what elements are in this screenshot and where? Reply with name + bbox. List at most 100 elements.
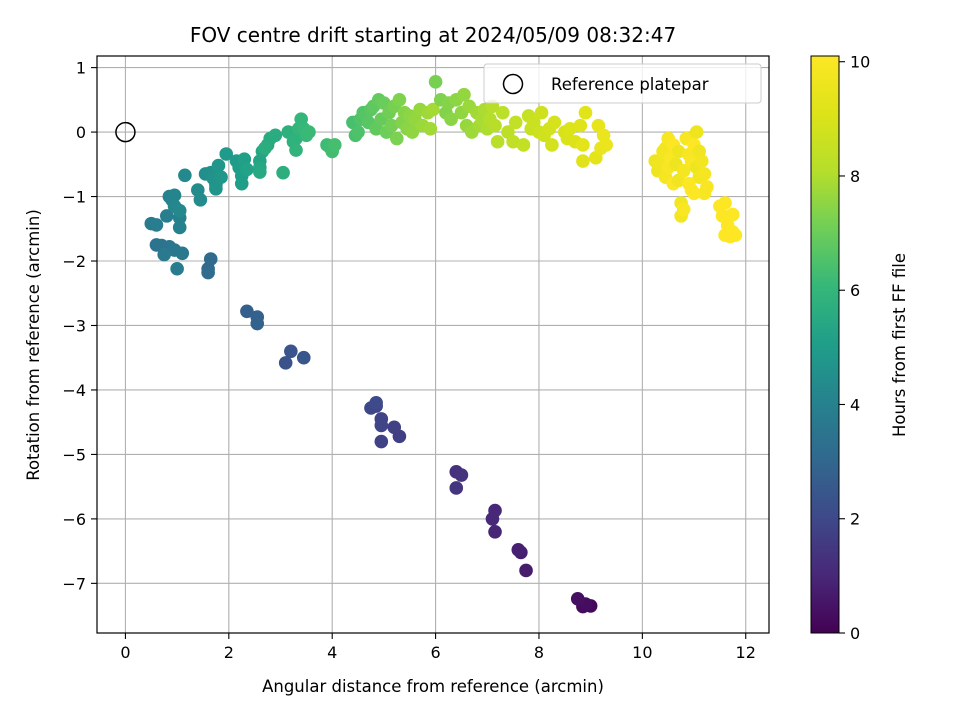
data-point xyxy=(576,154,590,168)
x-tick-label: 2 xyxy=(224,643,234,662)
data-point xyxy=(599,138,613,152)
colorbar-ticks: 0 2 4 6 8 10 xyxy=(839,53,870,643)
x-tick-label: 12 xyxy=(736,643,756,662)
data-point xyxy=(201,265,215,280)
data-point xyxy=(250,316,265,331)
data-point xyxy=(423,122,438,136)
y-tick-label: −6 xyxy=(62,510,86,529)
data-point xyxy=(728,228,743,243)
data-point xyxy=(671,144,686,159)
data-point xyxy=(209,182,223,196)
data-point xyxy=(253,165,267,179)
data-point xyxy=(700,180,714,194)
data-point xyxy=(203,252,218,266)
data-point xyxy=(157,247,171,262)
data-point xyxy=(488,524,502,539)
data-point xyxy=(390,131,404,146)
data-point xyxy=(374,434,389,449)
data-point xyxy=(284,344,298,359)
x-axis: 0 2 4 6 8 10 12 xyxy=(120,633,756,662)
y-tick-label: −4 xyxy=(62,381,86,400)
legend-entry-reference: Reference platepar xyxy=(551,75,709,94)
data-point xyxy=(534,105,549,120)
data-point xyxy=(369,396,383,410)
data-point xyxy=(327,138,342,152)
data-point xyxy=(387,420,402,435)
x-tick-label: 10 xyxy=(632,643,652,662)
data-point xyxy=(718,196,732,210)
data-point xyxy=(172,203,187,218)
data-point xyxy=(211,158,226,173)
colorbar: 0 2 4 6 8 10 Hours from first FF file xyxy=(810,53,909,643)
data-point xyxy=(159,209,174,223)
data-point xyxy=(511,543,526,557)
data-point xyxy=(405,125,420,139)
data-point xyxy=(392,93,407,107)
data-point xyxy=(258,141,272,155)
data-point xyxy=(495,105,510,120)
colorbar-tick-label: 6 xyxy=(850,281,860,300)
data-point xyxy=(289,143,303,157)
data-point xyxy=(676,163,691,178)
data-point xyxy=(506,134,520,149)
x-tick-label: 4 xyxy=(327,643,337,662)
data-point xyxy=(167,188,182,203)
legend-marker xyxy=(502,73,524,95)
data-point xyxy=(488,503,502,518)
y-tick-label: −1 xyxy=(62,188,86,207)
colorbar-gradient xyxy=(810,55,840,634)
colorbar-tick-label: 10 xyxy=(850,53,870,72)
data-point xyxy=(576,138,590,152)
data-point xyxy=(296,350,311,365)
y-tick-label: 1 xyxy=(76,59,86,78)
y-tick-label: −5 xyxy=(62,445,86,464)
colorbar-label: Hours from first FF file xyxy=(890,253,909,437)
data-points xyxy=(144,74,743,614)
legend: Reference platepar xyxy=(483,63,762,104)
x-tick-label: 0 xyxy=(120,643,130,662)
data-point xyxy=(149,218,164,232)
y-axis: 1 0 −1 −2 −3 −4 −5 −6 −7 xyxy=(62,59,97,593)
x-tick-label: 6 xyxy=(430,643,440,662)
data-point xyxy=(516,138,531,152)
data-point xyxy=(697,167,712,181)
data-point xyxy=(278,356,293,370)
chart-title: FOV centre drift starting at 2024/05/09 … xyxy=(190,23,676,47)
data-point xyxy=(687,186,701,201)
data-point xyxy=(547,115,562,130)
data-point xyxy=(508,115,523,130)
data-point xyxy=(175,246,190,261)
data-point xyxy=(519,563,533,578)
data-point xyxy=(426,102,440,117)
data-point xyxy=(573,118,588,133)
data-point xyxy=(384,118,399,133)
data-point xyxy=(563,122,577,136)
x-tick-label: 8 xyxy=(534,643,544,662)
data-point xyxy=(444,112,458,126)
data-point xyxy=(351,125,365,139)
data-point xyxy=(676,202,691,217)
data-point xyxy=(428,74,443,89)
data-point xyxy=(578,105,593,120)
data-point xyxy=(170,261,184,276)
data-point xyxy=(219,147,234,161)
data-point xyxy=(240,304,254,319)
data-point xyxy=(193,192,208,207)
data-point xyxy=(214,170,228,185)
data-point xyxy=(726,207,740,222)
data-point xyxy=(488,118,502,133)
data-point xyxy=(689,125,704,139)
data-point xyxy=(457,87,471,102)
y-tick-label: −2 xyxy=(62,252,86,271)
data-point xyxy=(570,592,585,606)
data-point xyxy=(454,468,469,482)
data-point xyxy=(237,152,252,166)
plot-frame xyxy=(96,55,770,634)
data-point xyxy=(234,176,249,191)
legend-box xyxy=(483,63,762,104)
y-axis-label: Rotation from reference (arcmin) xyxy=(24,209,43,481)
data-point xyxy=(374,418,389,433)
colorbar-tick-label: 8 xyxy=(850,167,860,186)
data-point xyxy=(302,125,316,139)
y-tick-label: −3 xyxy=(62,316,86,335)
